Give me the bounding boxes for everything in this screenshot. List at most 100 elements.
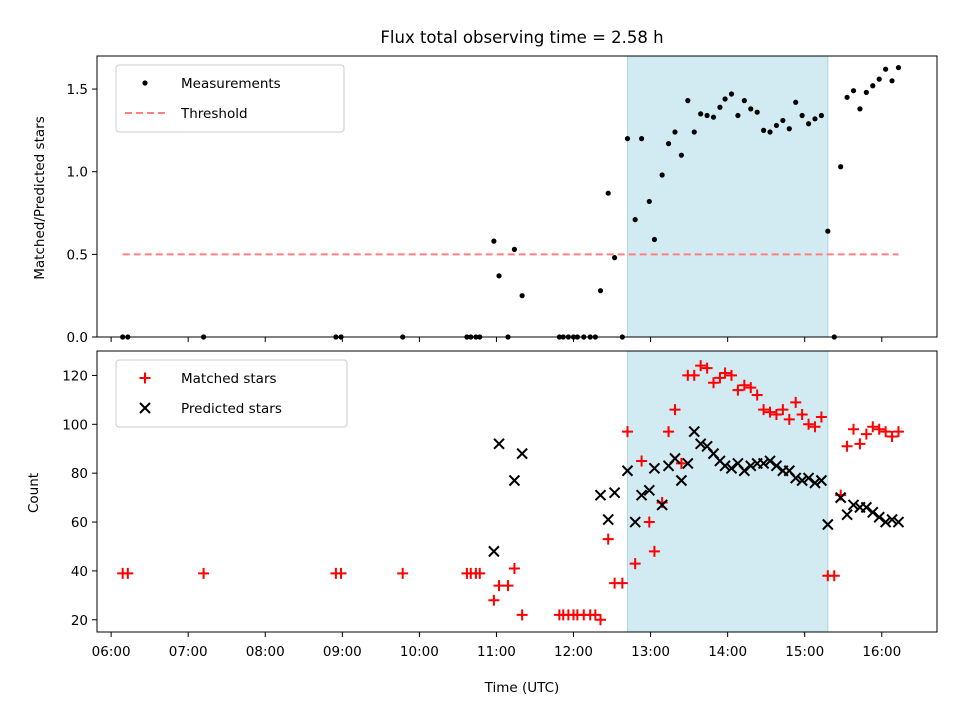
data-point (809, 421, 821, 433)
data-point (648, 545, 660, 557)
data-point (844, 94, 850, 100)
data-point (669, 404, 681, 416)
data-point (799, 112, 805, 119)
data-point (892, 516, 905, 528)
data-point (688, 369, 700, 381)
data-point (656, 499, 668, 511)
data-point (629, 558, 641, 570)
data-point (491, 238, 497, 244)
data-point (646, 198, 652, 205)
data-point (767, 129, 773, 135)
data-point (698, 111, 704, 117)
y-tick-label: 0.0 (67, 330, 88, 346)
data-point (812, 116, 818, 122)
data-point (122, 567, 134, 579)
data-point (682, 457, 694, 470)
data-point (714, 372, 726, 384)
data-point (802, 472, 815, 484)
chart-title: Flux total observing time = 2.58 h (380, 28, 663, 47)
x-tick-label: 08:00 (246, 644, 285, 660)
data-point (597, 288, 604, 294)
data-point (719, 460, 731, 472)
data-point (889, 78, 895, 84)
data-point (643, 516, 655, 528)
data-point (678, 152, 685, 158)
x-tick-label: 09:00 (323, 644, 362, 660)
data-point (589, 609, 601, 621)
legend-marker (139, 372, 151, 384)
data-point (867, 506, 879, 518)
data-point (876, 76, 882, 82)
data-point (892, 426, 904, 438)
data-point (659, 172, 665, 178)
x-tick-label: 06:00 (92, 644, 131, 660)
data-point (854, 438, 866, 450)
y-tick-label: 40 (71, 564, 88, 580)
data-point (796, 409, 808, 421)
data-point (770, 460, 783, 472)
data-point (688, 425, 700, 438)
legend-marker (142, 80, 148, 86)
data-point (841, 440, 853, 452)
x-tick-label: 13:00 (631, 644, 670, 660)
data-point (834, 491, 847, 504)
data-point (651, 236, 658, 243)
data-point (860, 501, 873, 514)
data-point (809, 477, 821, 489)
data-point (493, 438, 505, 450)
data-point (780, 117, 786, 124)
data-point (602, 533, 614, 545)
x-tick-label: 10:00 (400, 644, 439, 660)
data-point (708, 377, 720, 389)
data-point (857, 106, 863, 112)
data-point (770, 409, 782, 421)
data-point (796, 474, 808, 487)
data-point (612, 255, 618, 261)
data-point (397, 567, 409, 579)
y-tick-label: 120 (62, 368, 88, 384)
data-point (883, 66, 889, 72)
data-point (632, 217, 638, 223)
data-point (669, 452, 681, 465)
data-point (841, 509, 853, 521)
data-point (751, 389, 763, 401)
data-point (777, 404, 789, 416)
data-point (616, 577, 628, 589)
data-point (648, 462, 661, 474)
data-point (758, 404, 770, 416)
data-point (818, 112, 825, 119)
data-point (738, 379, 750, 391)
data-point (621, 426, 633, 438)
data-point (741, 98, 747, 104)
y-tick-label: 100 (62, 417, 88, 433)
data-point (728, 91, 735, 97)
data-point (511, 246, 518, 252)
data-point (873, 511, 885, 523)
data-point (757, 457, 770, 470)
data-point (880, 426, 892, 438)
data-point (624, 136, 631, 142)
data-point (847, 499, 860, 511)
series-measurements (120, 64, 902, 340)
data-point (665, 141, 672, 147)
data-point (793, 99, 799, 105)
data-point (870, 83, 876, 89)
data-point (635, 489, 648, 501)
data-point (675, 474, 688, 487)
data-point (474, 567, 486, 579)
data-point (863, 89, 869, 95)
data-point (828, 570, 840, 582)
y-tick-label: 80 (71, 466, 88, 482)
data-point (764, 406, 776, 418)
data-point (803, 418, 815, 430)
data-point (745, 460, 757, 472)
y-tick-label: 60 (71, 515, 88, 531)
data-point (695, 360, 707, 372)
y-tick-label: 1.0 (67, 165, 88, 181)
data-point (825, 228, 831, 234)
data-point (685, 98, 691, 104)
data-point (691, 129, 697, 135)
data-point (704, 112, 710, 119)
x-axis-label: Time (UTC) (484, 680, 560, 696)
data-point (719, 367, 731, 379)
